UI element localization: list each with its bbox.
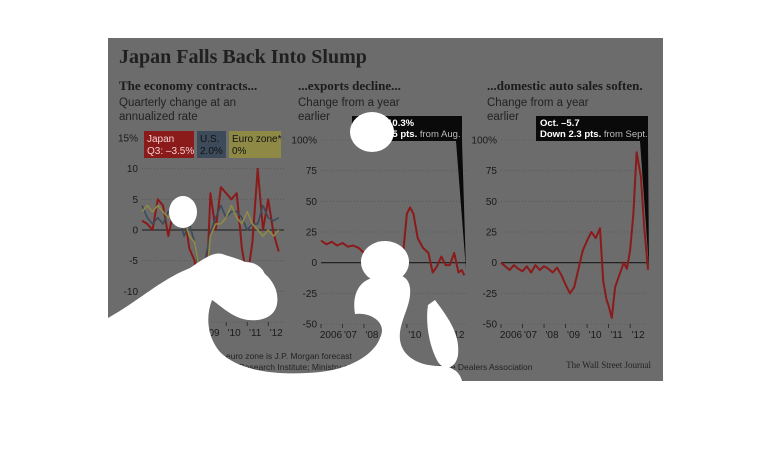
legend-us-value: 2.0% [200,146,223,157]
x-tick-label: 2006 [500,330,523,341]
legend-us-swatch [197,131,226,158]
y-tick-label: 5 [132,195,138,206]
legend-euro-swatch [229,131,281,158]
callout-autos-line2: Down 2.3 pts. from Sept. [540,129,648,140]
y-tick-label: -5 [129,256,138,267]
x-tick-label: '10 [589,330,602,341]
callout-exports-line2-rest: from Aug. [417,129,460,140]
y-tick-label: 0 [311,258,317,269]
x-tick-label: '08 [365,330,378,341]
callout-exports-line2: Down 4.5 pts. from Aug. [356,129,461,140]
x-tick-label: 2006 [141,328,164,339]
y-tick-label: 15% [118,134,138,145]
series-line-chart3 [500,151,649,319]
x-tick-label: '09 [387,330,400,341]
series-line-euro-zone [141,204,280,293]
y-tick-label: -15 [124,318,139,329]
x-tick-label: '10 [408,330,421,341]
x-tick-label: '12 [451,330,464,341]
callout-autos-pointer [640,141,649,268]
graphic-panel: 15% 10 5 0 -5 -10 -15 2006'07'08'09'10'11'12 100… [108,38,663,381]
callout-autos-line2-bold: Down 2.3 pts. [540,129,601,140]
y-tick-label: 25 [306,228,318,239]
y-tick-label: 0 [491,258,497,269]
y-tick-label: -25 [483,289,498,300]
legend-japan-value: Q3: –3.5% [147,146,194,157]
legend-euro-value: 0% [232,146,247,157]
y-tick-label: 25 [486,228,498,239]
x-tick-label: '12 [632,330,645,341]
splash-base [108,381,470,388]
y-tick-label: -25 [303,289,318,300]
footnote: *Third-quarter figure for the euro zone … [121,351,352,361]
x-tick-label: 2006 [320,330,343,341]
y-tick-label: 50 [486,197,498,208]
callout-exports: Sept. –10.3%Down 4.5 pts. from Aug. [352,116,466,270]
x-tick-label: '11 [430,330,443,341]
panel1-subtitle: The economy contracts... [119,78,258,93]
panel3-subtitle: ...domestic auto sales soften. [487,78,643,93]
y-tick-label: 100% [291,136,317,147]
callout-autos-line2-rest: from Sept. [601,129,647,140]
legend-euro-label: Euro zone* [232,134,282,145]
series-line-u-s [141,204,280,280]
y-tick-label: 75 [306,166,318,177]
x-tick-label: '11 [610,330,623,341]
callout-autos-line1: Oct. –5.7 [540,118,580,129]
legend-japan-label: Japan [147,134,174,145]
x-tick-label: '07 [165,328,178,339]
panel3-description: Change from a year earlier [487,97,589,123]
y-tick-label: -50 [483,320,498,331]
credit: The Wall Street Journal [566,360,651,370]
callout-exports-pointer [456,141,466,270]
y-tick-label: 0 [132,226,138,237]
x-tick-label: '09 [567,330,580,341]
panel1-description: Quarterly change at an annualized rate [119,97,236,123]
x-tick-label: '12 [270,328,283,339]
series-line-chart2 [320,206,466,323]
y-tick-label: 50 [306,197,318,208]
series-line-japan [141,167,280,323]
panel2-subtitle: ...exports decline... [298,78,401,93]
x-tick-label: '07 [524,330,537,341]
y-tick-label: -10 [124,287,139,298]
y-tick-label: -50 [303,320,318,331]
x-tick-label: '08 [546,330,559,341]
sources: Sources: Economic and Social Research In… [121,362,533,372]
y-tick-label: 75 [486,166,498,177]
headline: Japan Falls Back Into Slump [119,46,367,68]
panel2-description: Change from a year earlier [298,97,400,123]
x-tick-label: '10 [228,328,241,339]
callout-exports-line2-bold: Down 4.5 pts. [356,129,417,140]
x-tick-label: '09 [207,328,220,339]
legend-japan-swatch [144,131,194,158]
x-tick-label: '11 [249,328,262,339]
x-tick-label: '08 [186,328,199,339]
y-tick-label: 100% [471,136,497,147]
y-tick-label: 10 [127,164,139,175]
x-tick-label: '07 [344,330,357,341]
legend-us-label: U.S. [200,134,219,145]
callout-autos-box [536,116,648,141]
